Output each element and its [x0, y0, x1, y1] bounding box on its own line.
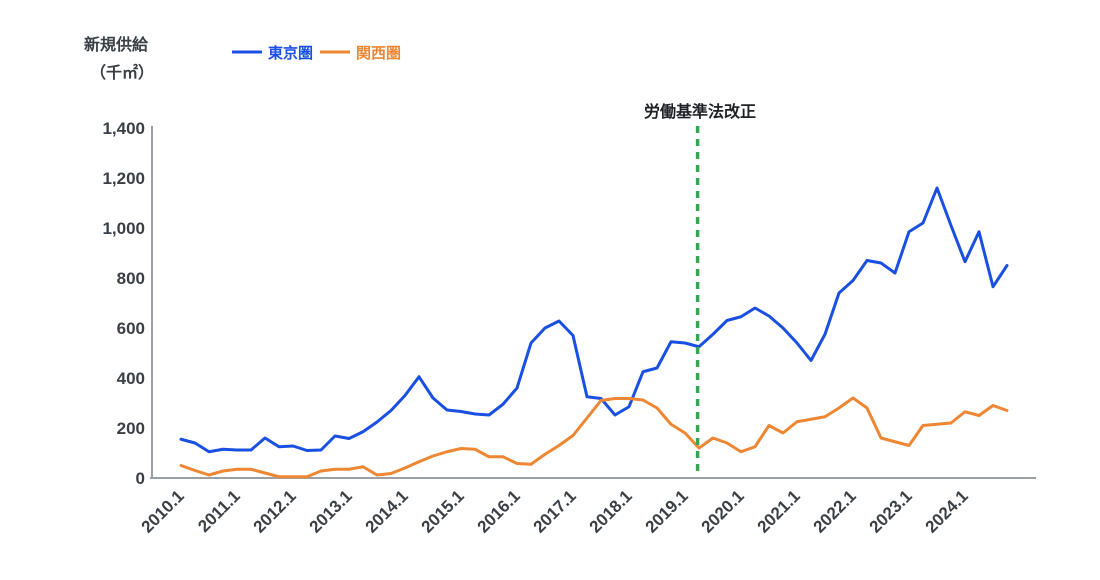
x-tick-label: 2018.1 [586, 486, 636, 536]
annotation-label: 労働基準法改正 [644, 102, 756, 121]
x-tick-label: 2022.1 [810, 486, 860, 536]
x-tick-label: 2011.1 [194, 486, 244, 536]
y-tick-label: 200 [117, 419, 145, 438]
x-tick-label: 2017.1 [530, 486, 580, 536]
x-tick-label: 2010.1 [138, 486, 188, 536]
legend-label-tokyo: 東京圏 [268, 44, 313, 62]
x-tick-label: 2012.1 [250, 486, 300, 536]
y-tick-label: 600 [117, 319, 145, 338]
legend-label-kansai: 関西圏 [356, 45, 401, 62]
legend: 東京圏 関西圏 [232, 44, 401, 62]
x-tick-label: 2019.1 [642, 486, 692, 536]
y-tick-label: 1,000 [102, 219, 145, 238]
x-tick-label: 2020.1 [698, 486, 748, 536]
y-tick-label: 400 [117, 369, 145, 388]
series-line-tokyo [179, 186, 1009, 454]
x-tick-label: 2013.1 [306, 486, 356, 536]
x-tick-label: 2014.1 [362, 486, 412, 536]
y-tick-label: 1,200 [102, 169, 145, 188]
series-line-kansai [179, 396, 1009, 479]
x-tick-label: 2016.1 [474, 486, 524, 536]
y-tick-label: 800 [117, 269, 145, 288]
x-tick-label: 2023.1 [866, 486, 916, 536]
x-tick-label: 2021.1 [754, 486, 804, 536]
x-tick-label: 2015.1 [418, 486, 468, 536]
y-tick-label: 0 [136, 469, 145, 488]
y-axis-title-line2: （千㎡） [90, 63, 154, 82]
x-tick-label: 2024.1 [922, 486, 972, 536]
y-axis-title-line1: 新規供給 [84, 35, 149, 54]
plot-area: 0 200 400 600 800 1,000 1,200 1,400 2010.1 2011.1… [102, 119, 1036, 537]
y-tick-label: 1,400 [102, 119, 145, 138]
